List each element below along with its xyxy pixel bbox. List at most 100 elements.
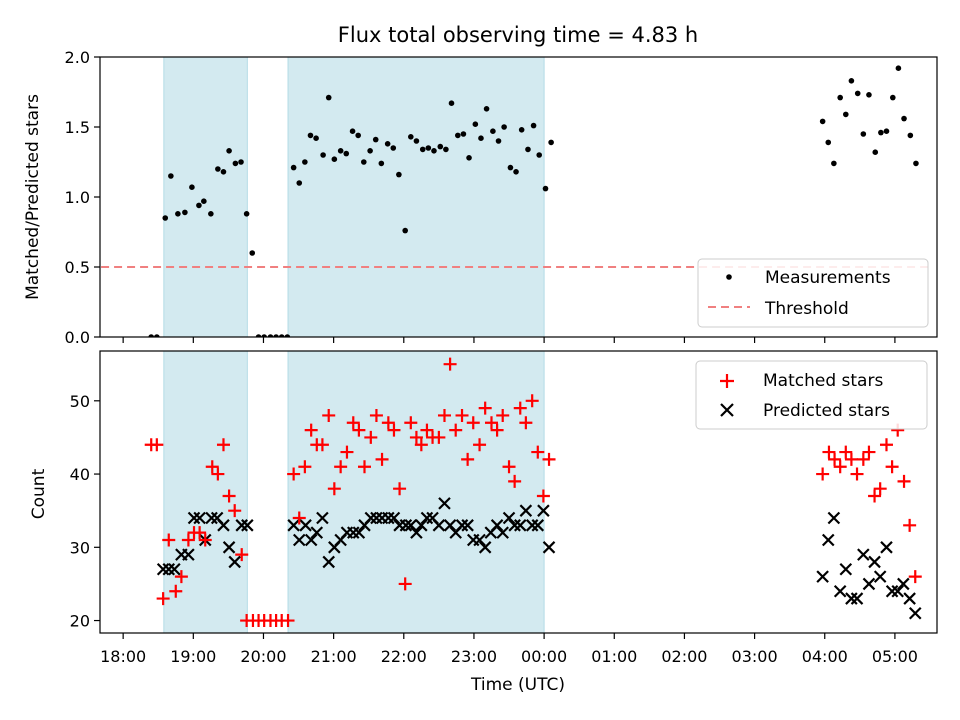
- measurement-point: [408, 134, 414, 140]
- matched-stars-marker: [455, 408, 469, 422]
- matched-stars-marker: [862, 445, 876, 459]
- predicted-stars-marker: [415, 519, 428, 532]
- matched-stars-marker: [193, 526, 207, 540]
- measurement-point: [837, 94, 843, 101]
- matched-stars-marker: [903, 518, 917, 532]
- measurement-point: [238, 159, 244, 165]
- measurement-point: [226, 148, 232, 154]
- measurement-point: [249, 250, 256, 256]
- matched-stars-marker: [162, 533, 176, 547]
- measurement-point: [419, 146, 426, 153]
- ratio-y-tick-label: 2.0: [65, 48, 90, 67]
- matched-stars-marker: [449, 423, 463, 437]
- measurement-point: [255, 334, 262, 337]
- matched-stars-marker: [222, 489, 236, 503]
- predicted-stars-marker: [868, 555, 881, 569]
- measurement-point: [331, 156, 338, 162]
- matched-stars-marker: [885, 460, 899, 474]
- matched-stars-marker: [525, 394, 539, 408]
- predicted-stars-marker: [473, 533, 486, 547]
- measurement-point: [483, 106, 490, 112]
- predicted-stars-marker: [508, 519, 521, 532]
- matched-stars-marker: [816, 467, 830, 481]
- matched-stars-marker: [508, 474, 522, 488]
- legend-predicted-label: Predicted stars: [763, 401, 890, 421]
- measurement-point: [831, 160, 837, 167]
- predicted-stars-marker: [404, 519, 418, 532]
- chart-title: Flux total observing time = 4.83 h: [338, 23, 698, 47]
- matched-stars-marker: [420, 423, 434, 437]
- time-x-tick-label: 21:00: [311, 647, 357, 666]
- measurement-point: [360, 159, 367, 165]
- measurement-point: [168, 173, 174, 179]
- predicted-stars-marker: [156, 562, 170, 576]
- ratio-y-tick-label: 0.0: [65, 328, 90, 347]
- matched-stars-marker: [292, 511, 306, 525]
- predicted-stars-marker: [827, 511, 841, 525]
- measurement-point: [413, 138, 420, 144]
- time-x-tick-label: 04:00: [802, 647, 848, 666]
- predicted-stars-marker: [287, 519, 300, 532]
- predicted-stars-marker: [891, 584, 904, 598]
- predicted-stars-marker: [322, 555, 335, 569]
- measurement-point: [284, 334, 291, 337]
- measurement-point: [261, 334, 267, 337]
- predicted-stars-marker: [478, 541, 492, 554]
- measurement-point: [848, 78, 855, 84]
- predicted-stars-marker: [364, 511, 378, 525]
- matched-stars-marker: [404, 416, 418, 430]
- ratio-x-ticks: [122, 337, 896, 343]
- matched-stars-marker: [897, 474, 911, 488]
- matched-stars-marker: [531, 445, 545, 459]
- measurement-point: [854, 90, 861, 97]
- measurement-point: [325, 94, 332, 101]
- measurement-point: [148, 334, 155, 337]
- predicted-stars-marker: [299, 519, 312, 532]
- measurement-point: [220, 169, 227, 175]
- matched-stars-marker: [839, 445, 853, 459]
- measurement-point: [402, 227, 408, 234]
- measurement-point: [372, 136, 379, 143]
- measurement-point: [296, 180, 303, 186]
- matched-stars-marker: [868, 489, 882, 503]
- predicted-stars-marker: [346, 526, 360, 539]
- ratio-y-tick-label: 0.5: [65, 258, 90, 277]
- matched-stars-marker: [828, 452, 842, 466]
- predicted-stars-marker: [880, 541, 893, 554]
- predicted-stars-marker: [903, 592, 916, 605]
- predicted-stars-marker: [182, 548, 195, 561]
- matched-stars-marker: [150, 438, 164, 452]
- predicted-stars-marker: [187, 511, 201, 525]
- predicted-stars-marker: [845, 592, 858, 605]
- matched-stars-marker: [169, 584, 183, 598]
- measurement-point: [883, 128, 890, 134]
- predicted-stars-marker: [316, 511, 329, 525]
- predicted-stars-marker: [542, 541, 556, 554]
- time-x-tick-label: 05:00: [872, 647, 918, 666]
- matched-stars-marker: [174, 570, 188, 584]
- ratio-panel: 0.00.51.01.52.0 Matched/Predicted stars …: [23, 48, 938, 347]
- observing-interval-shade: [163, 351, 248, 633]
- predicted-stars-marker: [438, 497, 451, 510]
- predicted-stars-marker: [443, 519, 457, 532]
- time-x-tick-label: 22:00: [381, 647, 427, 666]
- matched-stars-marker: [822, 445, 836, 459]
- measurement-point: [548, 139, 554, 146]
- predicted-stars-marker: [496, 526, 509, 539]
- observing-interval-shade: [163, 57, 248, 337]
- matched-stars-marker: [398, 577, 412, 591]
- predicted-stars-marker: [908, 606, 922, 620]
- predicted-stars-marker: [370, 511, 383, 525]
- measurement-point: [243, 211, 250, 217]
- time-x-tick-label: 19:00: [170, 647, 216, 666]
- matched-stars-marker: [334, 460, 348, 474]
- matched-stars-marker: [432, 430, 446, 444]
- measurement-point: [530, 122, 537, 129]
- measurement-point: [267, 334, 274, 337]
- measurement-point: [889, 94, 896, 101]
- measurement-point: [866, 92, 872, 98]
- predicted-stars-marker: [432, 519, 446, 532]
- predicted-stars-marker: [387, 511, 401, 525]
- predicted-stars-marker: [519, 504, 533, 517]
- ratio-legend-box: [697, 258, 929, 328]
